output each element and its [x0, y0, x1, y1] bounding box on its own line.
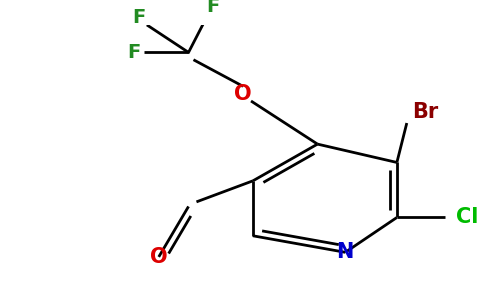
Text: F: F	[127, 43, 140, 62]
Text: Cl: Cl	[456, 208, 479, 227]
Text: O: O	[150, 247, 167, 267]
Text: Br: Br	[412, 102, 438, 122]
Text: F: F	[207, 0, 220, 16]
Text: O: O	[234, 84, 252, 104]
Text: F: F	[132, 8, 146, 27]
Text: N: N	[336, 242, 354, 262]
